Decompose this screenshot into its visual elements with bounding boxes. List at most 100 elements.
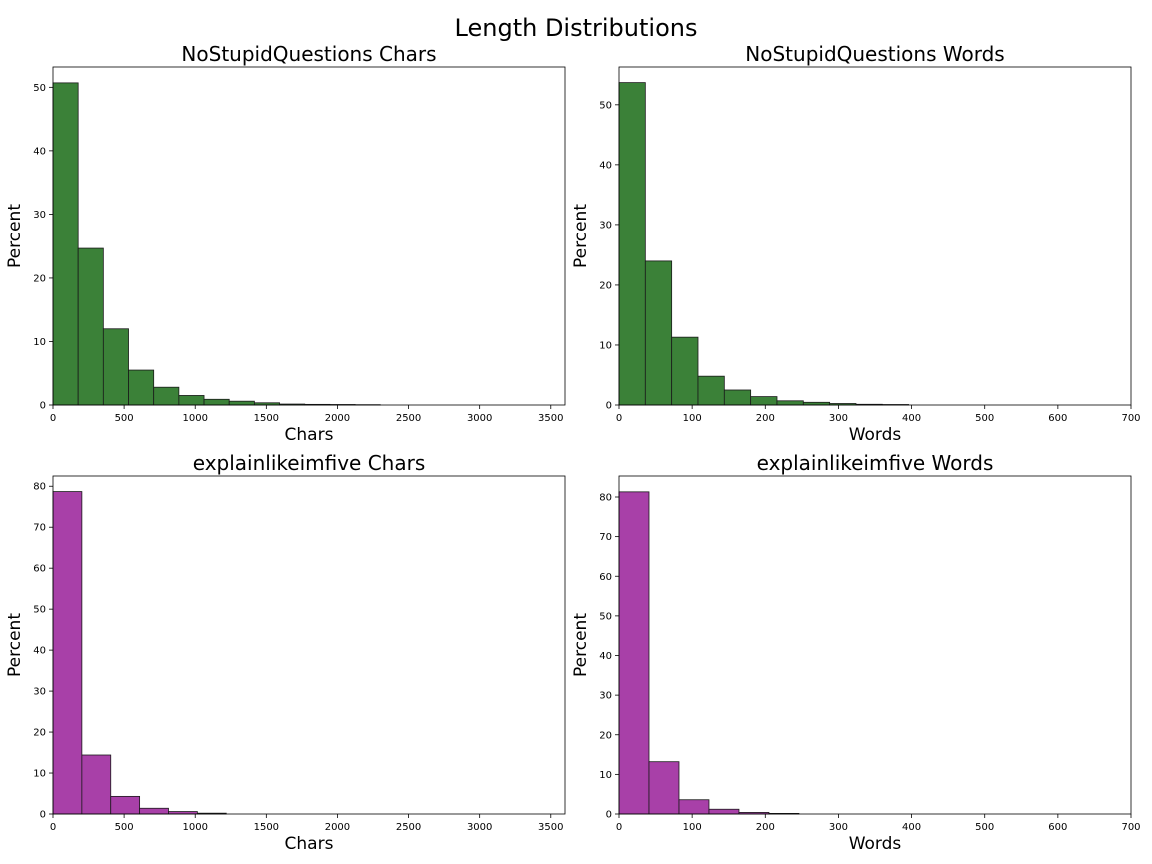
histogram-bar bbox=[678, 799, 710, 815]
subplot-2: 0 100 200 300 400 500 600 700 0 10 20 30 40 50 NoStupi… bbox=[571, 42, 1141, 445]
x-tick-label: 1000 bbox=[182, 822, 207, 833]
x-tick-label: 2500 bbox=[396, 413, 421, 424]
x-tick-label: 100 bbox=[683, 413, 702, 424]
y-tick-label: 40 bbox=[599, 160, 612, 171]
x-tick-label: 0 bbox=[616, 822, 622, 833]
histogram-bar bbox=[671, 336, 699, 406]
x-tick-label: 2500 bbox=[396, 822, 421, 833]
histogram-bar bbox=[228, 400, 255, 406]
subplot-title: explainlikeimfive Chars bbox=[193, 451, 426, 475]
y-tick-label: 50 bbox=[33, 83, 46, 94]
histogram-bar bbox=[723, 389, 752, 406]
y-tick-label: 50 bbox=[599, 100, 612, 111]
x-tick-label: 400 bbox=[902, 413, 921, 424]
plot-frame bbox=[52, 475, 566, 815]
y-tick-label: 10 bbox=[33, 769, 46, 780]
x-tick-label: 400 bbox=[902, 822, 921, 833]
subplot-title: explainlikeimfive Words bbox=[757, 451, 994, 475]
histogram-bar bbox=[618, 82, 646, 406]
y-tick-label: 0 bbox=[40, 401, 46, 412]
x-tick-label: 700 bbox=[1121, 822, 1140, 833]
histogram-bar bbox=[52, 82, 79, 406]
subplot-title: NoStupidQuestions Chars bbox=[181, 42, 436, 66]
x-tick-label: 500 bbox=[115, 822, 134, 833]
y-tick-label: 20 bbox=[33, 728, 46, 739]
y-tick-label: 80 bbox=[33, 482, 46, 493]
x-tick-label: 1500 bbox=[254, 822, 279, 833]
x-tick-label: 3500 bbox=[538, 822, 563, 833]
histogram-bar bbox=[110, 795, 141, 815]
subplot-4: 0 100 200 300 400 500 600 700 0 10 20 30 40 50 60 70 80 e… bbox=[571, 451, 1141, 854]
y-tick-label: 40 bbox=[33, 646, 46, 657]
x-tick-label: 200 bbox=[756, 413, 775, 424]
y-axis-label: Percent bbox=[5, 204, 25, 268]
y-tick-label: 20 bbox=[599, 280, 612, 291]
y-tick-label: 60 bbox=[33, 564, 46, 575]
y-tick-label: 10 bbox=[33, 337, 46, 348]
y-tick-label: 30 bbox=[599, 691, 612, 702]
plot-frame bbox=[52, 66, 566, 406]
y-tick-label: 70 bbox=[33, 523, 46, 534]
y-tick-label: 20 bbox=[33, 273, 46, 284]
x-axis-label: Chars bbox=[285, 425, 334, 445]
histogram-bar bbox=[644, 260, 673, 406]
x-tick-label: 2000 bbox=[325, 822, 350, 833]
y-tick-label: 0 bbox=[606, 401, 612, 412]
x-tick-label: 2000 bbox=[325, 413, 350, 424]
x-tick-label: 0 bbox=[50, 413, 56, 424]
x-tick-label: 0 bbox=[616, 413, 622, 424]
y-tick-label: 30 bbox=[33, 210, 46, 221]
histogram-bar bbox=[708, 808, 740, 815]
histogram-bar bbox=[203, 398, 230, 406]
histogram-bar bbox=[802, 401, 831, 406]
y-tick-label: 80 bbox=[599, 493, 612, 504]
y-tick-label: 40 bbox=[33, 146, 46, 157]
y-tick-label: 40 bbox=[599, 651, 612, 662]
x-tick-label: 1500 bbox=[254, 413, 279, 424]
x-tick-label: 300 bbox=[829, 822, 848, 833]
histogram-bar bbox=[697, 375, 725, 406]
histogram-bar bbox=[102, 328, 129, 406]
x-tick-label: 500 bbox=[115, 413, 134, 424]
x-tick-label: 300 bbox=[829, 413, 848, 424]
histogram-bar bbox=[153, 386, 180, 406]
figure-suptitle: Length Distributions bbox=[455, 14, 698, 42]
histogram-bar bbox=[77, 247, 104, 406]
y-tick-label: 20 bbox=[599, 730, 612, 741]
y-tick-label: 0 bbox=[40, 810, 46, 821]
y-tick-label: 0 bbox=[606, 810, 612, 821]
y-axis-label: Percent bbox=[5, 613, 25, 677]
x-tick-label: 600 bbox=[1048, 413, 1067, 424]
x-tick-label: 200 bbox=[756, 822, 775, 833]
x-tick-label: 100 bbox=[683, 822, 702, 833]
y-tick-label: 30 bbox=[599, 220, 612, 231]
y-tick-label: 60 bbox=[599, 572, 612, 583]
subplot-title: NoStupidQuestions Words bbox=[745, 42, 1004, 66]
x-tick-label: 700 bbox=[1121, 413, 1140, 424]
x-tick-label: 3000 bbox=[467, 413, 492, 424]
x-axis-label: Words bbox=[849, 425, 902, 445]
histogram-bar bbox=[776, 400, 804, 406]
y-tick-label: 10 bbox=[599, 770, 612, 781]
subplot-3: 0 500 1000 1500 2000 2500 3000 3500 0 10 20 30 40 50 6… bbox=[5, 451, 566, 854]
x-tick-label: 1000 bbox=[182, 413, 207, 424]
y-tick-label: 30 bbox=[33, 687, 46, 698]
y-tick-label: 70 bbox=[599, 532, 612, 543]
y-axis-label: Percent bbox=[571, 613, 591, 677]
y-tick-label: 50 bbox=[33, 605, 46, 616]
plot-frame bbox=[618, 475, 1132, 815]
histogram-bar bbox=[139, 807, 169, 815]
histogram-bar bbox=[128, 369, 155, 406]
histogram-bar bbox=[52, 491, 83, 815]
x-tick-label: 500 bbox=[975, 413, 994, 424]
y-axis-label: Percent bbox=[571, 204, 591, 268]
x-tick-label: 3500 bbox=[538, 413, 563, 424]
x-tick-label: 3000 bbox=[467, 822, 492, 833]
x-axis-label: Chars bbox=[285, 834, 334, 854]
y-tick-label: 50 bbox=[599, 611, 612, 622]
x-tick-label: 600 bbox=[1048, 822, 1067, 833]
histogram-bar bbox=[81, 754, 112, 815]
plot-frame bbox=[618, 66, 1132, 406]
y-tick-label: 10 bbox=[599, 340, 612, 351]
